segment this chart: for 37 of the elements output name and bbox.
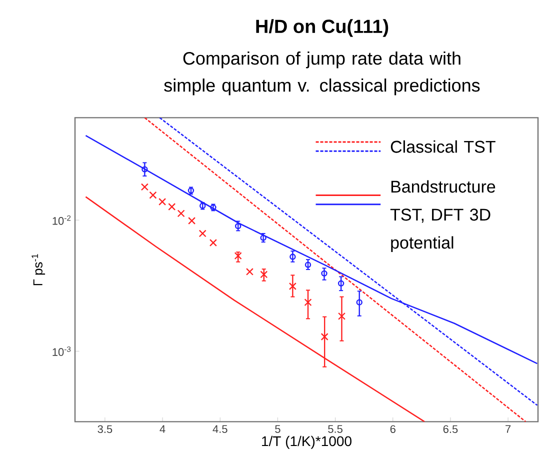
x-axis-title: 1/T (1/K)*1000: [262, 436, 352, 449]
point: [304, 298, 312, 306]
x-tick-label: 6: [390, 425, 396, 434]
point: [140, 183, 148, 191]
point: [168, 202, 176, 210]
chart-title: H/D on Cu(111): [256, 19, 388, 37]
x-tick-label: 5.5: [328, 425, 342, 433]
point: [198, 230, 206, 238]
point: [304, 262, 312, 268]
x-tick-label: 4.5: [212, 425, 228, 433]
legend-label: Bandstructure TST, DFT 3D potential: [390, 180, 496, 252]
x-tick-label: 3.5: [98, 425, 112, 434]
x-tick-label: 7: [506, 425, 511, 433]
point: [209, 238, 217, 247]
point: [260, 270, 268, 278]
point: [320, 332, 328, 340]
legend-label: Classical TST: [390, 140, 496, 153]
point: [177, 210, 185, 218]
point: [234, 252, 242, 260]
y-tick-label: 10$^{-3}$: [52, 346, 71, 356]
point: [234, 222, 242, 230]
point: [142, 166, 148, 172]
point: [149, 191, 157, 199]
y-axis-title: Γ ps$^{-1}$: [32, 254, 46, 286]
point: [288, 282, 296, 290]
point: [338, 312, 346, 320]
x-tick-label: 6.5: [443, 425, 458, 434]
x-tick-label: 5: [275, 425, 280, 433]
point: [188, 216, 196, 225]
point: [321, 270, 328, 277]
x-tick-label: 4: [160, 425, 166, 433]
y-tick-label: 10$^{-2}$: [52, 215, 71, 225]
point: [260, 234, 266, 241]
chart-subtitle: Comparison of jump rate data with simple quantum v. classical predictions: [164, 52, 480, 96]
point: [246, 268, 254, 276]
point: [290, 254, 296, 260]
point: [158, 198, 166, 206]
